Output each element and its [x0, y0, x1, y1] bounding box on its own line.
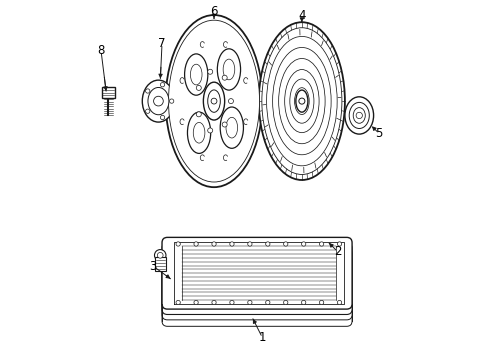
Ellipse shape — [193, 122, 204, 143]
Circle shape — [247, 300, 251, 305]
Ellipse shape — [184, 54, 207, 95]
Ellipse shape — [272, 48, 330, 155]
Ellipse shape — [165, 15, 262, 187]
Circle shape — [355, 112, 362, 118]
Circle shape — [319, 300, 323, 305]
Circle shape — [194, 242, 198, 246]
Ellipse shape — [168, 20, 259, 182]
Ellipse shape — [258, 22, 344, 180]
Circle shape — [301, 242, 305, 246]
Ellipse shape — [207, 90, 220, 112]
Polygon shape — [182, 246, 335, 300]
Circle shape — [196, 112, 201, 117]
Ellipse shape — [225, 117, 237, 138]
Ellipse shape — [217, 49, 240, 90]
Circle shape — [229, 300, 234, 305]
Circle shape — [160, 82, 164, 87]
Text: 3: 3 — [149, 260, 157, 273]
Text: 6: 6 — [210, 5, 217, 18]
FancyBboxPatch shape — [155, 257, 165, 271]
Ellipse shape — [148, 87, 168, 115]
Text: 8: 8 — [97, 44, 104, 57]
Ellipse shape — [223, 59, 234, 80]
Circle shape — [211, 300, 216, 305]
Ellipse shape — [203, 82, 224, 120]
Circle shape — [283, 242, 287, 246]
Ellipse shape — [190, 64, 202, 85]
Ellipse shape — [294, 88, 308, 114]
Text: 5: 5 — [374, 127, 382, 140]
Circle shape — [160, 115, 164, 120]
Circle shape — [337, 242, 341, 246]
Ellipse shape — [142, 80, 174, 122]
Text: 4: 4 — [298, 9, 305, 22]
Circle shape — [228, 99, 233, 104]
Circle shape — [207, 69, 212, 74]
Ellipse shape — [284, 69, 319, 133]
Circle shape — [194, 300, 198, 305]
FancyBboxPatch shape — [162, 248, 351, 320]
Circle shape — [265, 300, 269, 305]
Circle shape — [301, 300, 305, 305]
Ellipse shape — [352, 108, 365, 123]
Circle shape — [176, 242, 180, 246]
Circle shape — [176, 300, 180, 305]
FancyBboxPatch shape — [162, 243, 351, 315]
Text: 1: 1 — [258, 331, 265, 344]
Ellipse shape — [187, 112, 210, 153]
Circle shape — [153, 96, 163, 106]
Circle shape — [145, 109, 150, 113]
Circle shape — [265, 242, 269, 246]
Circle shape — [247, 242, 251, 246]
Circle shape — [222, 75, 227, 80]
Circle shape — [169, 99, 173, 103]
Ellipse shape — [278, 59, 325, 144]
Circle shape — [196, 85, 201, 90]
Circle shape — [298, 98, 304, 104]
Circle shape — [229, 242, 234, 246]
FancyBboxPatch shape — [102, 87, 115, 98]
Ellipse shape — [348, 102, 368, 129]
Circle shape — [211, 242, 216, 246]
Circle shape — [154, 249, 165, 261]
Text: 2: 2 — [333, 245, 341, 258]
FancyBboxPatch shape — [162, 255, 351, 326]
Circle shape — [222, 122, 227, 127]
Circle shape — [145, 89, 150, 93]
Circle shape — [337, 300, 341, 305]
Circle shape — [207, 128, 212, 133]
Circle shape — [157, 252, 163, 258]
Circle shape — [283, 300, 287, 305]
FancyBboxPatch shape — [162, 237, 351, 309]
Ellipse shape — [289, 79, 313, 123]
Ellipse shape — [295, 90, 307, 112]
Ellipse shape — [261, 28, 341, 175]
Circle shape — [319, 242, 323, 246]
Ellipse shape — [220, 107, 243, 148]
Ellipse shape — [266, 36, 336, 166]
Ellipse shape — [344, 97, 373, 134]
Text: 7: 7 — [158, 37, 165, 50]
Circle shape — [211, 98, 217, 104]
